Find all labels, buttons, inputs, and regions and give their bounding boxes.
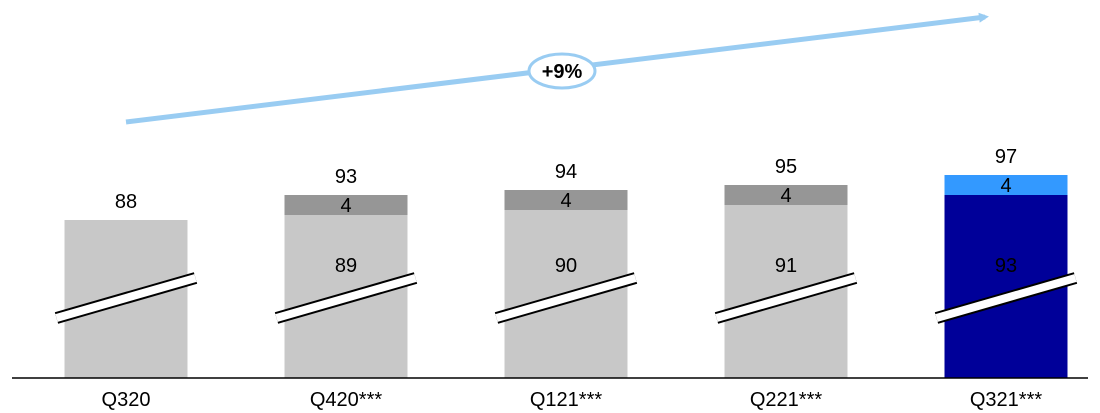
top-segment-label-4: 4 [1000, 175, 1011, 197]
axis-break-2 [494, 272, 638, 324]
category-label-3: Q221*** [750, 389, 822, 411]
base-segment-label-4: 93 [995, 255, 1017, 277]
bar-top-4 [944, 175, 1068, 195]
total-label-3: 95 [775, 156, 797, 178]
base-segment-label-2: 90 [555, 255, 577, 277]
bars-group [64, 175, 1068, 378]
axis-break-4 [934, 272, 1078, 324]
growth-badge [527, 52, 597, 90]
top-segment-label-1: 4 [340, 195, 351, 217]
axis-break-1 [274, 272, 418, 324]
category-label-0: Q320 [102, 389, 151, 411]
base-segment-label-3: 91 [775, 255, 797, 277]
bar-top-1 [284, 195, 408, 215]
overlays-group: 88 Q320 4 89 93 Q420*** 4 90 94 Q121*** 4 91 95 Q221*… [54, 146, 1078, 411]
category-label-2: Q121*** [530, 389, 602, 411]
top-segment-label-2: 4 [560, 190, 571, 212]
growth-label: +9% [542, 61, 583, 83]
bar-top-3 [724, 185, 848, 205]
base-segment-label-1: 89 [335, 255, 357, 277]
total-label-0: 88 [115, 191, 137, 213]
category-label-1: Q420*** [310, 389, 382, 411]
growth-group: +9% [125, 12, 989, 125]
axis-break-3 [714, 272, 858, 324]
total-label-4: 97 [995, 146, 1017, 168]
total-label-1: 93 [335, 166, 357, 188]
top-segment-label-3: 4 [780, 185, 791, 207]
category-label-4: Q321*** [970, 389, 1042, 411]
bar-top-2 [504, 190, 628, 210]
total-label-2: 94 [555, 161, 577, 183]
axis-break-0 [54, 272, 198, 324]
